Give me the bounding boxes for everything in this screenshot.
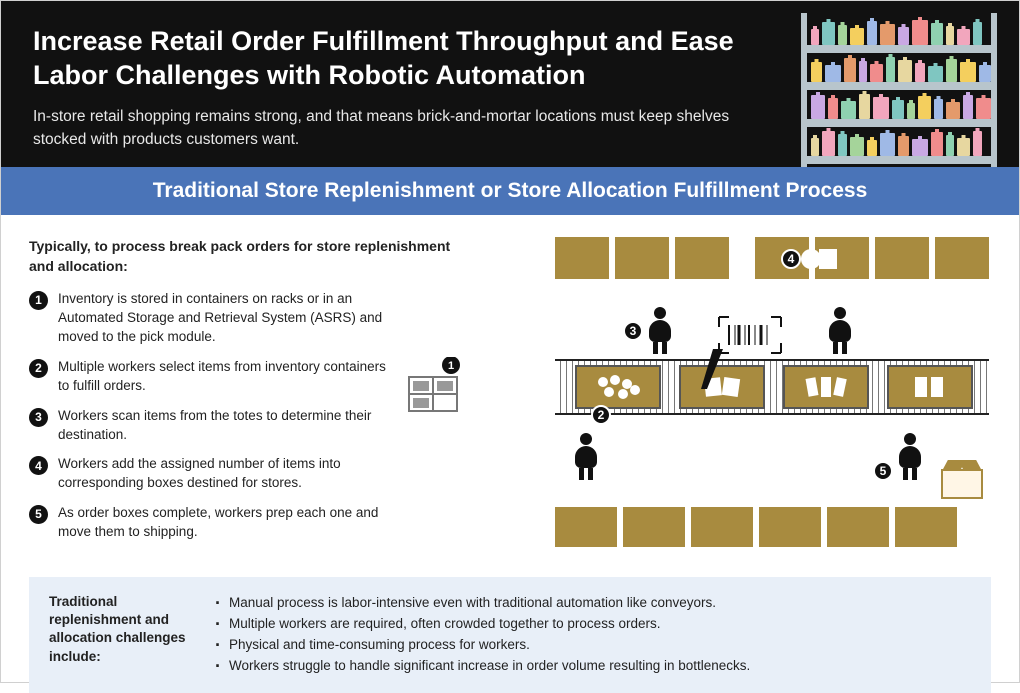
scan-arrow-icon <box>697 345 741 393</box>
crate-icon <box>555 507 617 547</box>
diagram-step-badge: 5 <box>873 461 893 481</box>
step-number-icon: 2 <box>29 359 48 378</box>
crate-icon <box>935 237 989 279</box>
main-content: Typically, to process break pack orders … <box>1 215 1019 567</box>
step-text: Workers add the assigned number of items… <box>58 455 399 493</box>
step-text: Multiple workers select items from inven… <box>58 358 399 396</box>
steps-intro: Typically, to process break pack orders … <box>29 237 459 276</box>
crate-icon <box>555 237 609 279</box>
step-number-icon: 5 <box>29 505 48 524</box>
crate-icon <box>875 237 929 279</box>
storage-rack-icon: 1 <box>407 357 463 413</box>
step-number-icon: 4 <box>29 456 48 475</box>
diagram-step-badge: 4 <box>781 249 801 269</box>
step-item: 2 Multiple workers select items from inve… <box>29 358 399 396</box>
step-item: 3 Workers scan items from the totes to de… <box>29 407 399 445</box>
step-text: Inventory is stored in containers on rac… <box>58 290 399 347</box>
shelf-illustration <box>801 13 997 167</box>
crate-row-bottom <box>555 507 957 547</box>
diagram-column: 2 3 4 5 <box>479 237 991 553</box>
diagram-step-badge: 3 <box>623 321 643 341</box>
crate-icon <box>827 507 889 547</box>
worker-icon <box>829 307 851 355</box>
step-number-icon: 3 <box>29 408 48 427</box>
steps-column: Typically, to process break pack orders … <box>29 237 459 553</box>
step-item: 1 Inventory is stored in containers on ra… <box>29 290 399 347</box>
worker-icon <box>575 433 597 481</box>
crate-row-top-a <box>555 237 729 279</box>
crate-icon <box>759 507 821 547</box>
page-title: Increase Retail Order Fulfillment Throug… <box>33 25 763 93</box>
step-number-icon: 1 <box>29 291 48 310</box>
challenges-title: Traditional replenishment and allocation… <box>49 593 189 666</box>
tote-icon <box>575 365 661 409</box>
challenge-item: Physical and time-consuming process for … <box>215 635 750 656</box>
page-subtitle: In-store retail shopping remains strong,… <box>33 105 753 152</box>
challenge-item: Multiple workers are required, often cro… <box>215 614 750 635</box>
crate-icon <box>623 507 685 547</box>
process-diagram: 2 3 4 5 <box>479 237 989 537</box>
challenge-item: Workers struggle to handle significant i… <box>215 656 750 677</box>
worker-icon <box>899 433 921 481</box>
step-text: Workers scan items from the totes to det… <box>58 407 399 445</box>
step-item: 4 Workers add the assigned number of item… <box>29 455 399 493</box>
diagram-step-badge: 2 <box>591 405 611 425</box>
challenges-list: Manual process is labor-intensive even w… <box>215 593 750 677</box>
header: Increase Retail Order Fulfillment Throug… <box>1 1 1019 167</box>
crate-icon <box>691 507 753 547</box>
steps-list: 1 Inventory is stored in containers on ra… <box>29 290 459 542</box>
shipping-box-icon <box>941 469 983 499</box>
challenge-item: Manual process is labor-intensive even w… <box>215 593 750 614</box>
crate-icon <box>675 237 729 279</box>
section-title-bar: Traditional Store Replenishment or Store… <box>1 167 1019 215</box>
worker-icon <box>649 307 671 355</box>
tote-icon <box>887 365 973 409</box>
crate-icon <box>895 507 957 547</box>
step-text: As order boxes complete, workers prep ea… <box>58 504 399 542</box>
svg-text:1: 1 <box>448 360 454 372</box>
step-item: 5 As order boxes complete, workers prep e… <box>29 504 399 542</box>
store-box-icon <box>801 243 841 273</box>
crate-icon <box>615 237 669 279</box>
challenges-box: Traditional replenishment and allocation… <box>29 577 991 693</box>
tote-icon <box>783 365 869 409</box>
